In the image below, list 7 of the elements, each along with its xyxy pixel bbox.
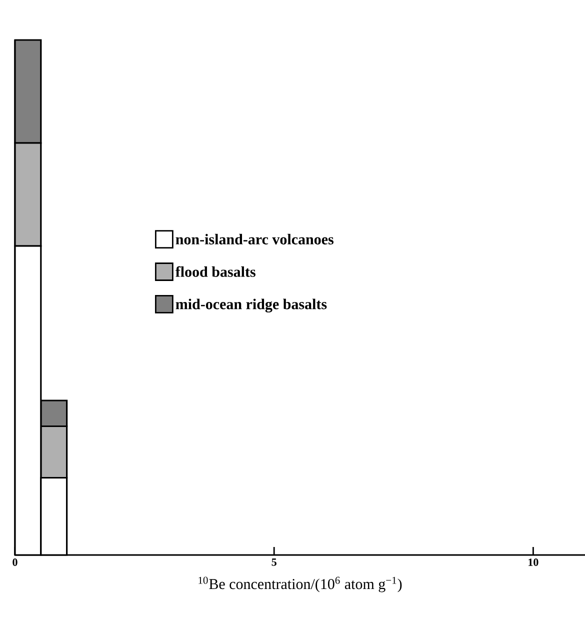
legend-label: flood basalts (175, 266, 256, 277)
x-tick-label: 5 (272, 558, 276, 566)
legend-label: non-island-arc volcanoes (176, 234, 334, 244)
x-tick-label: 0 (12, 558, 18, 566)
legend-label: mid-ocean ridge basalts (176, 298, 327, 312)
x-axis-title: $^{10}$Be concentration/(10$^{6}$ atom g$^{−1}$) (198, 576, 402, 592)
x-tick-label: 10 (528, 558, 538, 566)
